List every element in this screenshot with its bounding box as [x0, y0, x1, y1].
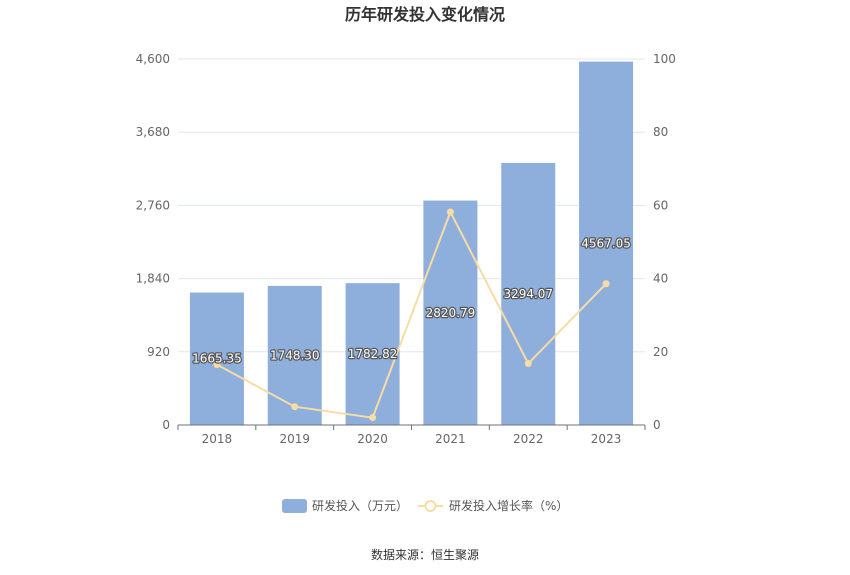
- right-tick-label: 0: [653, 418, 661, 432]
- growth-point[interactable]: [369, 414, 377, 422]
- growth-line-path: [216, 209, 607, 419]
- x-tick-label: 2022: [513, 432, 544, 446]
- right-tick-label: 20: [653, 345, 668, 359]
- left-tick-label: 0: [162, 418, 170, 432]
- x-tick-label: 2018: [202, 432, 233, 446]
- growth-point[interactable]: [602, 280, 610, 288]
- x-axis-ticks: 2018 2019 2020 2021 2022 2023: [177, 425, 646, 446]
- right-axis-ticks: 0 20 40 60 80 100: [653, 52, 676, 432]
- legend-line-marker: [424, 500, 437, 512]
- bar-data-labels: 1665.35 1748.30 1782.82 2820.79 3294.07 4567.…: [191, 235, 632, 367]
- x-tick-label: 2019: [279, 432, 310, 446]
- left-tick-label: 1,840: [136, 272, 170, 286]
- chart-title: 历年研发投入变化情况: [345, 5, 505, 24]
- left-tick-label: 3,680: [136, 125, 170, 139]
- bar[interactable]: [501, 162, 556, 425]
- grid-lines: [178, 58, 645, 353]
- bar[interactable]: [423, 200, 478, 425]
- growth-point[interactable]: [291, 403, 299, 411]
- bars: [189, 61, 634, 425]
- bar[interactable]: [345, 283, 400, 425]
- bar-value-label: 3294.07: [503, 287, 553, 301]
- bar[interactable]: [189, 292, 244, 425]
- bar-value-label: 1665.35: [192, 352, 242, 366]
- right-tick-label: 100: [653, 52, 676, 66]
- left-axis-ticks: 0 920 1,840 2,760 3,680 4,600: [136, 52, 170, 432]
- growth-point[interactable]: [446, 208, 454, 216]
- x-tick-label: 2023: [591, 432, 622, 446]
- growth-point[interactable]: [524, 360, 532, 368]
- bar-value-label: 1748.30: [270, 348, 320, 362]
- bar-value-label: 2820.79: [426, 306, 476, 320]
- bar-value-label: 1782.82: [348, 347, 398, 361]
- bar[interactable]: [267, 285, 322, 425]
- right-tick-label: 80: [653, 125, 668, 139]
- legend-bar-swatch: [282, 499, 307, 513]
- legend-bar-label: 研发投入（万元）: [312, 498, 408, 513]
- growth-point[interactable]: [213, 361, 221, 369]
- bar-value-label: 4567.05: [581, 236, 631, 250]
- left-tick-label: 920: [147, 345, 170, 359]
- x-tick-label: 2020: [357, 432, 388, 446]
- x-tick-label: 2021: [435, 432, 466, 446]
- right-tick-label: 60: [653, 198, 668, 212]
- data-source: 数据来源：恒生聚源: [371, 547, 479, 562]
- left-tick-label: 4,600: [136, 52, 170, 66]
- legend: 研发投入（万元） 研发投入增长率（%）: [282, 498, 568, 513]
- legend-item-bar[interactable]: 研发投入（万元）: [282, 498, 408, 513]
- right-tick-label: 40: [653, 272, 668, 286]
- legend-line-label: 研发投入增长率（%）: [449, 498, 568, 513]
- bar[interactable]: [579, 61, 634, 425]
- growth-line: [213, 208, 610, 422]
- legend-item-line[interactable]: 研发投入增长率（%）: [418, 498, 568, 513]
- left-tick-label: 2,760: [136, 198, 170, 212]
